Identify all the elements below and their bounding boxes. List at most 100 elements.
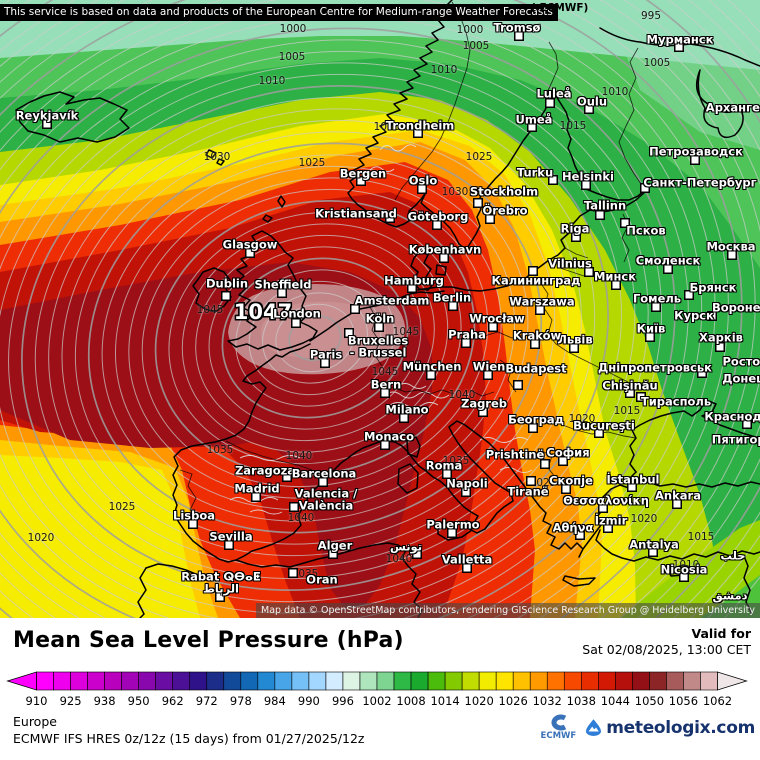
svg-text:1044: 1044 xyxy=(601,694,630,708)
city-marker xyxy=(611,280,621,290)
isobar-label: 1010 xyxy=(672,559,700,571)
city-marker xyxy=(603,523,613,533)
city-label: Stockholm xyxy=(469,184,539,199)
city-marker xyxy=(528,423,538,433)
city-label: Тирасполь xyxy=(640,394,712,409)
city-label: Zagreb xyxy=(460,396,508,411)
city-marker xyxy=(645,332,655,342)
city-label: Tallinn xyxy=(583,198,627,213)
svg-text:1032: 1032 xyxy=(533,694,562,708)
city-label: Zaragoza xyxy=(234,463,296,478)
isobar-label: 1025 xyxy=(108,501,136,513)
city-marker xyxy=(514,31,524,41)
city-marker xyxy=(485,214,495,224)
city-marker xyxy=(715,342,725,352)
banner-ecmwf-suffix: ( ECMWF) xyxy=(531,2,589,14)
isobar-label: 1025 xyxy=(298,157,326,169)
city-marker xyxy=(432,220,442,230)
city-label: Riga xyxy=(560,221,590,236)
city-label: Oran xyxy=(306,572,338,587)
pressure-colorbar: 910 925 938 950 962 972 978 984 990 996 1002 1008 10… xyxy=(6,671,748,708)
isobar-label: 1020 xyxy=(373,121,401,133)
city-label: Sheffield xyxy=(254,277,312,292)
city-marker xyxy=(442,469,452,479)
svg-text:1050: 1050 xyxy=(635,694,664,708)
svg-text:910: 910 xyxy=(26,694,48,708)
city-label: Ankara xyxy=(655,488,701,503)
city-marker xyxy=(413,128,423,138)
city-label: Петрозаводск xyxy=(649,144,743,159)
city-label: Краснодар xyxy=(704,409,760,424)
svg-text:984: 984 xyxy=(264,694,286,708)
city-marker xyxy=(188,519,198,529)
city-marker xyxy=(620,218,630,228)
city-label: Oslo xyxy=(408,173,438,188)
region-label: Europe xyxy=(13,714,57,729)
city-marker xyxy=(575,530,585,540)
isobar-label: 1015 xyxy=(613,405,641,417)
isobar-label: 1010 xyxy=(258,75,286,87)
ecmwf-logo[interactable]: ECMWF xyxy=(540,714,577,741)
city-marker xyxy=(545,98,555,108)
isobar-label: 1035 xyxy=(291,568,319,580)
svg-text:1020: 1020 xyxy=(465,694,494,708)
svg-text:1062: 1062 xyxy=(703,694,732,708)
city-label: Харків xyxy=(699,330,743,345)
svg-text:1026: 1026 xyxy=(499,694,528,708)
map-attribution[interactable]: Map data © OpenStreetMap contributors, r… xyxy=(256,603,760,618)
isobar-label: 1040 xyxy=(287,512,315,524)
city-label: Αθήνα xyxy=(552,520,594,535)
city-label: Sevilla xyxy=(209,529,253,544)
city-label: Barcelona xyxy=(291,466,357,481)
city-label: Калининград xyxy=(491,273,581,288)
city-label: Bern xyxy=(370,377,402,392)
isobar-label: 1030 xyxy=(441,186,469,198)
city-marker xyxy=(598,503,608,513)
city-label: Београд xyxy=(508,412,564,427)
city-marker xyxy=(527,122,537,132)
svg-text:938: 938 xyxy=(94,694,116,708)
city-label: حلب xyxy=(720,548,746,563)
ecmwf-logo-icon xyxy=(551,714,567,731)
city-label: Смоленск xyxy=(635,253,701,268)
city-label: Paris xyxy=(309,347,343,362)
svg-text:1008: 1008 xyxy=(396,694,425,708)
isobar-label: 1035 xyxy=(206,444,234,456)
city-label: Архангельск xyxy=(705,100,760,115)
city-label: Valletta xyxy=(441,552,493,567)
city-marker xyxy=(374,322,384,332)
isobar-label: 1005 xyxy=(462,40,490,52)
city-label: Napoli xyxy=(446,476,488,491)
city-marker xyxy=(571,232,581,242)
city-label: Курск xyxy=(674,308,714,323)
city-marker xyxy=(488,322,498,332)
isobar-label: 1020 xyxy=(568,413,596,425)
isobar-label: 1040 xyxy=(448,389,476,401)
isobar-label: 1040 xyxy=(285,450,313,462)
banner-text: This service is based on data and produc… xyxy=(0,4,558,21)
ecmwf-logo-text: ECMWF xyxy=(540,731,577,741)
meteologix-logo[interactable]: meteologix.com xyxy=(584,718,755,738)
svg-text:978: 978 xyxy=(230,694,252,708)
city-marker xyxy=(742,419,752,429)
city-label: Monaco xyxy=(363,429,415,444)
city-label: Warszawa xyxy=(509,294,575,309)
svg-text:1056: 1056 xyxy=(669,694,698,708)
city-marker xyxy=(251,492,261,502)
city-marker xyxy=(215,592,225,602)
city-marker xyxy=(380,440,390,450)
svg-text:996: 996 xyxy=(332,694,354,708)
pressure-map[interactable]: 995 1000 1005 1010 1000 1005 1010 1005 1010 1015 1… xyxy=(0,0,760,618)
isobar-label: 1005 xyxy=(643,57,671,69)
city-marker xyxy=(526,476,536,486)
city-label: Chişinău xyxy=(602,378,658,393)
isobar-label: 1000 xyxy=(279,23,307,35)
city-marker xyxy=(412,549,422,559)
city-marker xyxy=(447,528,457,538)
city-label: Дніпропетровськ xyxy=(598,360,712,375)
city-marker xyxy=(674,42,684,52)
meteologix-logo-text: meteologix.com xyxy=(606,717,755,738)
city-label: Prishtinë xyxy=(485,447,545,462)
isobar-label: 1010 xyxy=(430,64,458,76)
city-marker xyxy=(684,290,694,300)
